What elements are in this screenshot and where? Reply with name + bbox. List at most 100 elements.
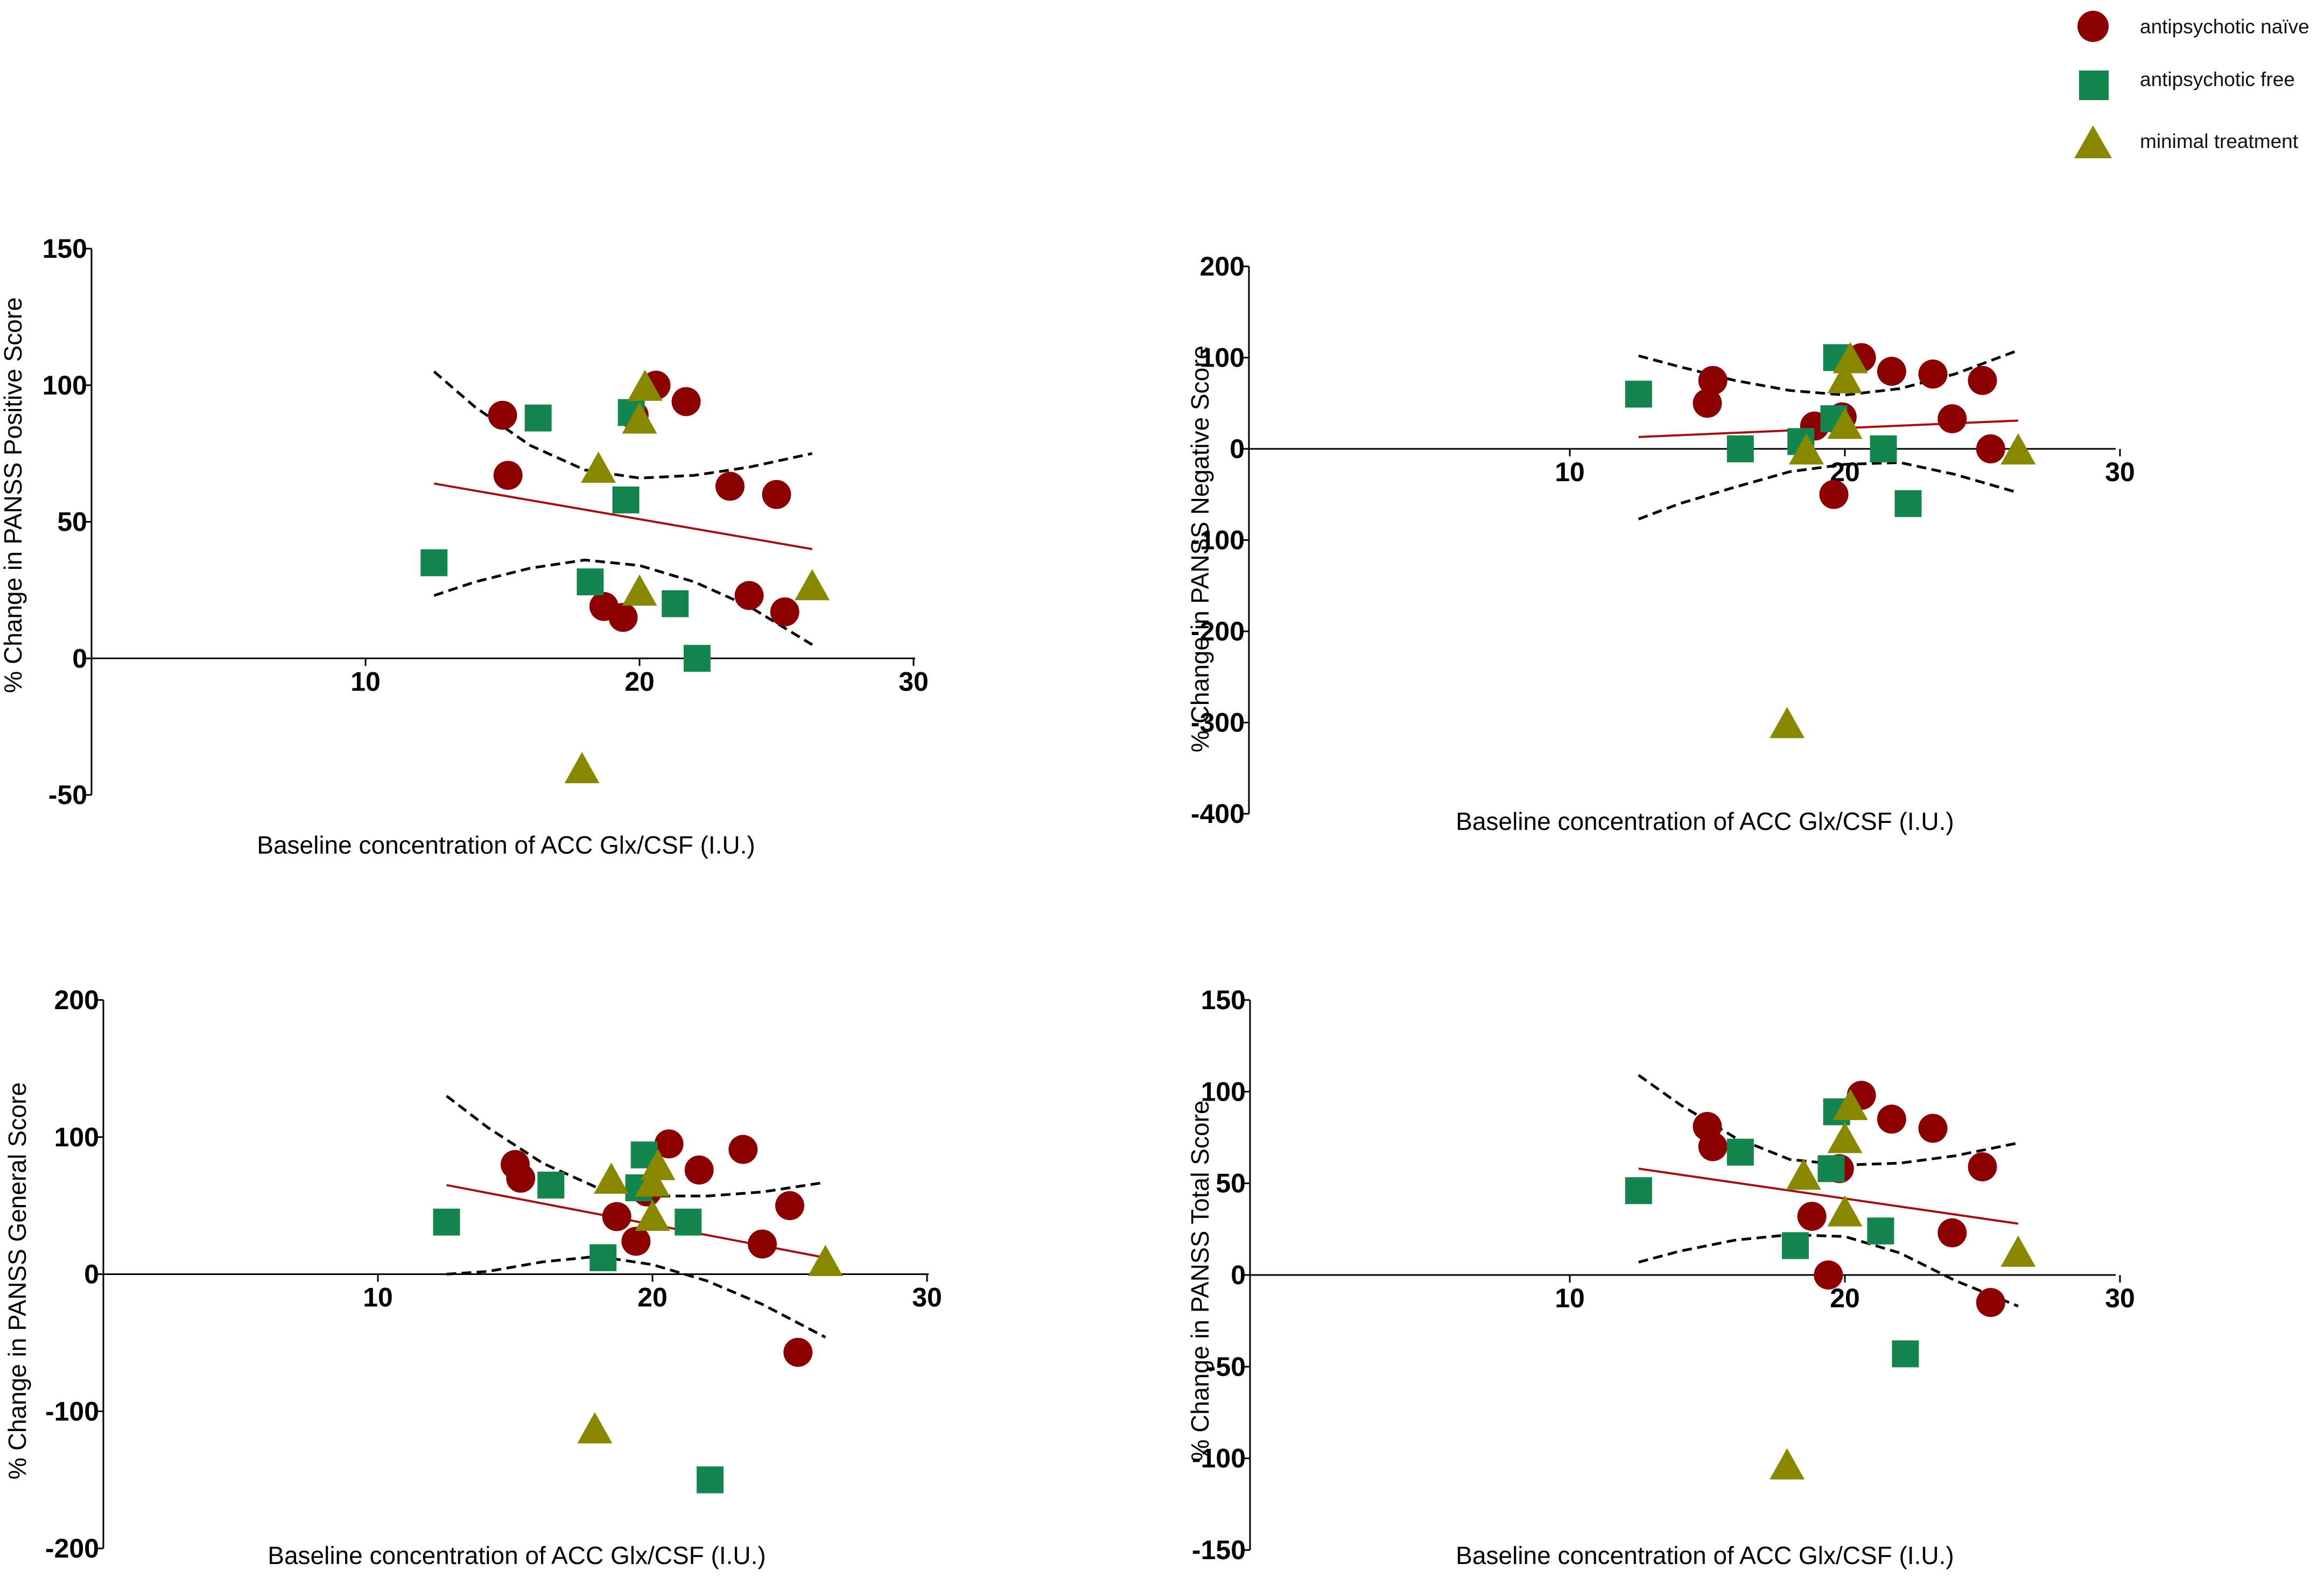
panel-total-score: -150 -100 -50 0 50 100 150 10 20 30 Baseline conce… <box>1186 985 2135 1569</box>
legend-marker-free <box>2079 71 2109 100</box>
point-minimal-treatment <box>1827 1122 1863 1153</box>
y-tick-label: 100 <box>1200 343 1245 373</box>
point-antipsychotic-free <box>420 549 448 576</box>
point-antipsychotic-naive <box>488 400 517 430</box>
confidence-band-lower <box>446 1255 826 1339</box>
point-antipsychotic-naive <box>506 1164 536 1193</box>
confidence-band-lower <box>1638 1233 2019 1308</box>
y-tick-label: 150 <box>43 234 87 264</box>
point-antipsychotic-naive <box>1937 1218 1967 1248</box>
point-antipsychotic-free <box>1625 381 1652 408</box>
y-tick-label: 0 <box>1230 434 1245 464</box>
y-tick-label: -200 <box>1191 616 1245 646</box>
point-antipsychotic-free <box>1625 1177 1652 1204</box>
point-minimal-treatment <box>635 1165 670 1197</box>
point-antipsychotic-free <box>524 404 552 432</box>
x-tick-label: 10 <box>363 1283 393 1313</box>
point-antipsychotic-naive <box>1918 360 1948 389</box>
y-axis-title: % Change in PANSS Positive Score <box>0 297 27 693</box>
point-antipsychotic-naive <box>621 1227 651 1256</box>
point-antipsychotic-naive <box>1918 1114 1948 1143</box>
y-tick-label: -300 <box>1191 708 1245 738</box>
point-antipsychotic-naive <box>1819 480 1849 509</box>
point-antipsychotic-naive <box>1937 404 1967 434</box>
point-antipsychotic-free <box>675 1208 702 1236</box>
panel-general-score: -200 -100 0 100 200 10 20 30 Baseline concentrat… <box>3 985 942 1569</box>
y-axis-title: % Change in PANSS Total Score <box>1186 1101 1214 1462</box>
y-tick-label: -100 <box>45 1396 99 1426</box>
point-minimal-treatment <box>2000 1235 2036 1267</box>
y-tick-label: 150 <box>1201 985 1246 1015</box>
point-minimal-treatment <box>581 452 616 483</box>
legend-marker-naive <box>2077 11 2109 42</box>
legend-label-minimal: minimal treatment <box>2140 130 2299 152</box>
point-minimal-treatment <box>1827 407 1863 439</box>
point-antipsychotic-free <box>577 568 604 596</box>
point-antipsychotic-naive <box>1976 1288 2005 1318</box>
point-antipsychotic-naive <box>715 471 745 501</box>
point-antipsychotic-naive <box>783 1337 813 1367</box>
x-tick-label: 20 <box>637 1283 668 1313</box>
x-axis-title: Baseline concentration of ACC Glx/CSF (I… <box>1456 807 1954 835</box>
point-antipsychotic-naive <box>1877 356 1906 386</box>
y-tick-label: -400 <box>1191 799 1245 829</box>
point-antipsychotic-naive <box>684 1155 714 1185</box>
y-tick-label: 100 <box>1201 1076 1246 1107</box>
point-antipsychotic-free <box>683 645 711 672</box>
point-antipsychotic-naive <box>770 597 799 626</box>
x-axis-title: Baseline concentration of ACC Glx/CSF (I… <box>268 1541 766 1569</box>
x-axis-title: Baseline concentration of ACC Glx/CSF (I… <box>257 831 755 859</box>
y-tick-label: -100 <box>1192 1443 1246 1474</box>
legend-label-naive: antipsychotic naïve <box>2140 16 2309 38</box>
point-antipsychotic-naive <box>602 1202 631 1231</box>
point-antipsychotic-free <box>612 486 640 513</box>
point-antipsychotic-free <box>1867 1217 1894 1245</box>
y-tick-label: 200 <box>54 985 99 1015</box>
point-antipsychotic-free <box>433 1208 460 1236</box>
point-antipsychotic-naive <box>762 480 791 509</box>
y-tick-label: -100 <box>1191 525 1245 555</box>
y-tick-label: 200 <box>1200 251 1245 281</box>
x-axis-title: Baseline concentration of ACC Glx/CSF (I… <box>1456 1541 1954 1569</box>
point-antipsychotic-naive <box>1968 1152 1997 1182</box>
point-antipsychotic-naive <box>1814 1260 1843 1290</box>
point-antipsychotic-naive <box>1698 1132 1728 1161</box>
x-tick-label: 30 <box>2105 457 2135 487</box>
point-minimal-treatment <box>1770 1448 1805 1480</box>
point-antipsychotic-free <box>662 590 689 617</box>
point-antipsychotic-naive <box>1968 365 1997 395</box>
y-tick-label: 50 <box>1216 1168 1246 1199</box>
point-antipsychotic-free <box>1870 435 1897 462</box>
y-tick-label: 50 <box>57 507 87 537</box>
y-tick-label: -150 <box>1192 1535 1246 1565</box>
point-minimal-treatment <box>1832 1089 1868 1121</box>
y-axis-title: % Change in PANSS Negative Score <box>1186 346 1214 752</box>
point-antipsychotic-naive <box>671 387 701 417</box>
point-antipsychotic-free <box>1726 1138 1754 1166</box>
point-minimal-treatment <box>564 752 600 784</box>
point-minimal-treatment <box>594 1163 629 1194</box>
point-minimal-treatment <box>795 569 830 601</box>
y-tick-label: 0 <box>84 1259 99 1290</box>
y-tick-label: 0 <box>72 643 87 673</box>
point-antipsychotic-free <box>1726 435 1754 462</box>
point-minimal-treatment <box>627 369 663 401</box>
x-tick-label: 30 <box>2105 1283 2135 1313</box>
x-tick-label: 20 <box>1830 1283 1860 1313</box>
legend-label-free: antipsychotic free <box>2140 68 2295 90</box>
x-tick-label: 30 <box>898 666 929 696</box>
point-antipsychotic-naive <box>654 1129 684 1159</box>
point-antipsychotic-free <box>1817 1155 1845 1182</box>
point-antipsychotic-naive <box>734 581 764 610</box>
panel-positive-score: -50 0 50 100 150 10 20 30 Baseline concentration… <box>0 234 929 859</box>
point-minimal-treatment <box>622 574 657 606</box>
point-minimal-treatment <box>1827 362 1863 393</box>
point-antipsychotic-naive <box>748 1229 777 1259</box>
point-antipsychotic-free <box>1894 490 1922 517</box>
regression-line <box>433 482 813 551</box>
x-tick-label: 10 <box>1555 1283 1585 1313</box>
point-antipsychotic-naive <box>1976 434 2005 463</box>
point-minimal-treatment <box>577 1412 613 1443</box>
y-axis-title: % Change in PANSS General Score <box>3 1082 31 1480</box>
